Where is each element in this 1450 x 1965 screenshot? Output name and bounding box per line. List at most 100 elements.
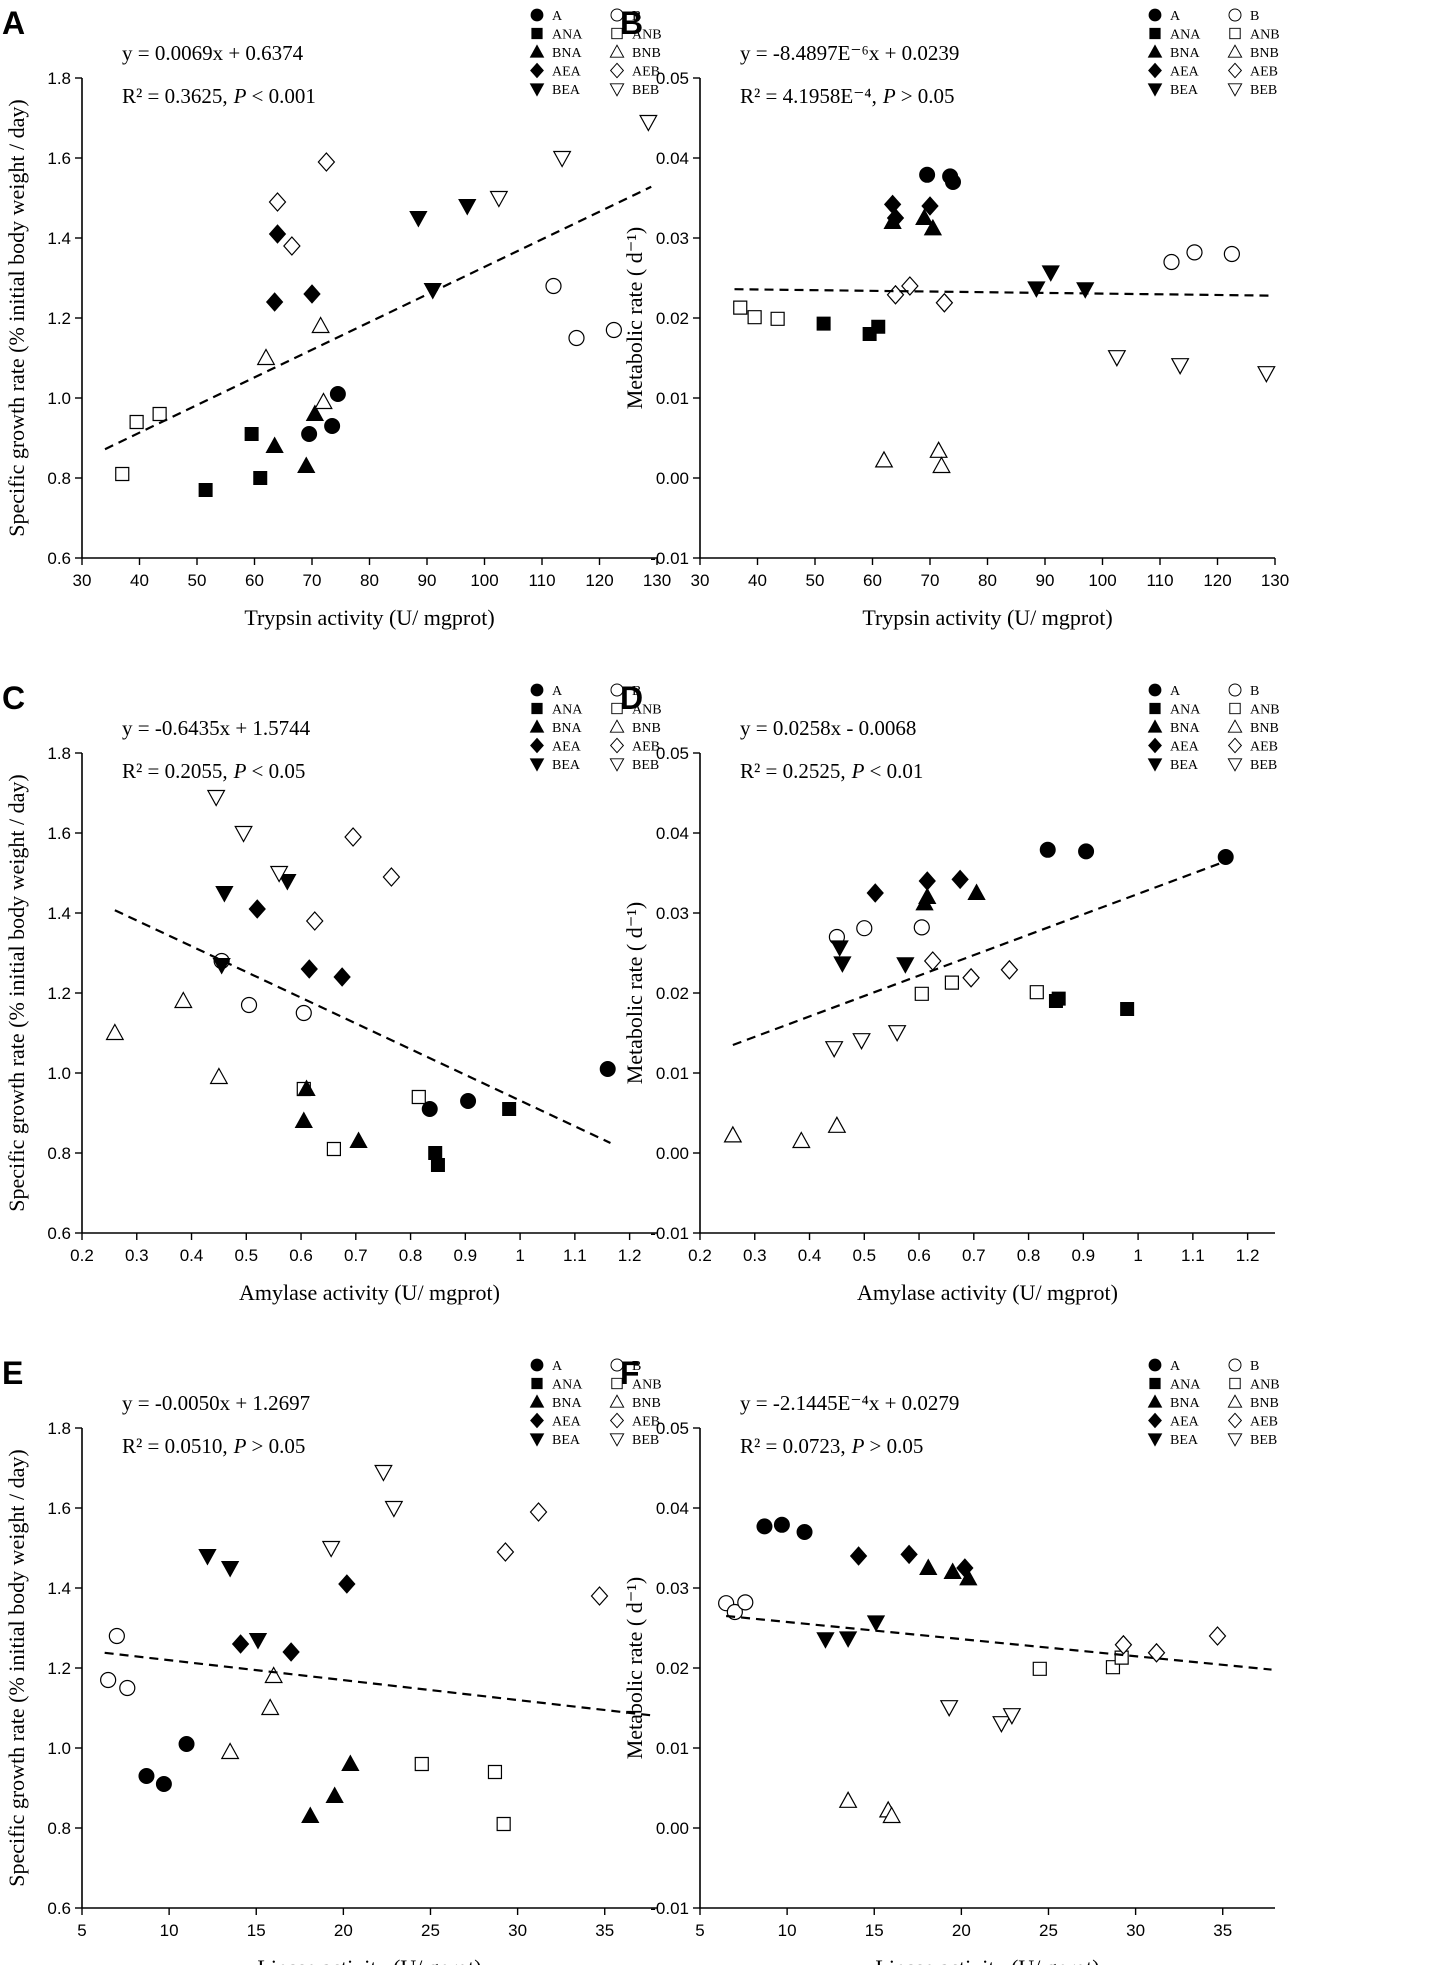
x-tick-label: 110: [1146, 571, 1173, 590]
data-point-bnb: [105, 1023, 125, 1041]
legend-label: A: [1170, 1359, 1181, 1374]
series-aeb: [886, 276, 954, 313]
p-label: P: [233, 84, 247, 108]
data-point-a: [301, 426, 318, 442]
legend-label: AEB: [1250, 740, 1278, 755]
regression-stats: R² = 0.2525, P < 0.01: [740, 759, 923, 783]
regression-line: [734, 288, 1270, 297]
data-point-b: [1186, 244, 1203, 261]
legend-marker-bea: [529, 1433, 545, 1447]
legend-marker-aeb: [609, 1412, 625, 1429]
data-point-beb: [1107, 350, 1127, 367]
data-point-aea: [951, 869, 969, 890]
data-point-b: [568, 329, 585, 347]
legend-label: AEB: [1250, 65, 1278, 80]
legend-marker-a: [1148, 1358, 1162, 1372]
data-point-a: [773, 1516, 790, 1533]
y-tick-label: -0.01: [650, 549, 689, 568]
data-point-aeb: [962, 967, 980, 988]
data-point-bna: [294, 1111, 313, 1128]
data-point-ana: [871, 319, 886, 334]
legend-marker-aea: [530, 62, 544, 79]
data-point-bna: [918, 887, 937, 904]
x-tick-label: 25: [421, 1921, 440, 1940]
x-tick-label: 70: [921, 571, 940, 590]
x-tick-label: 1.2: [1236, 1246, 1260, 1265]
x-tick-label: 0.7: [344, 1246, 368, 1265]
series-beb: [321, 1464, 404, 1558]
legend-marker-a: [530, 1358, 544, 1372]
regression-stats: R² = 0.0510, P > 0.05: [122, 1434, 305, 1458]
legend: A B ANA ANB BNA BNB AEA AEB BEA BEB: [529, 8, 662, 98]
data-point-beb: [939, 1700, 959, 1717]
regression-stats: R² = 4.1958E⁻⁴, P > 0.05: [740, 84, 955, 108]
x-tick-label: 1: [1133, 1246, 1142, 1265]
legend-label: ANA: [552, 28, 583, 43]
legend-marker-bea: [1147, 758, 1163, 772]
data-point-bea: [278, 874, 297, 891]
x-tick-label: 0.4: [180, 1246, 204, 1265]
data-point-anb: [944, 975, 960, 990]
regression-line: [104, 1651, 654, 1717]
data-point-bnb: [209, 1067, 229, 1085]
data-point-b: [737, 1594, 754, 1611]
x-tick-label: 60: [245, 571, 264, 590]
p-value: > 0.05: [869, 1434, 923, 1458]
data-point-a: [460, 1093, 477, 1109]
data-point-anb: [496, 1816, 511, 1832]
data-point-a: [1217, 849, 1234, 865]
y-tick-label: 1.0: [47, 1064, 71, 1083]
legend-marker-anb: [1229, 1377, 1241, 1390]
legend-label: BEB: [1250, 758, 1277, 773]
legend-label: BEB: [632, 1433, 659, 1448]
data-point-bna: [349, 1131, 368, 1148]
data-point-bea: [833, 956, 852, 973]
legend-marker-ana: [1149, 702, 1161, 715]
data-point-beb: [824, 1041, 844, 1058]
legend-marker-b: [1228, 1358, 1242, 1372]
y-tick-label: 0.02: [656, 984, 689, 1003]
x-tick-label: 90: [1036, 571, 1055, 590]
data-point-aea: [338, 1574, 356, 1594]
x-tick-label: 1.1: [563, 1246, 587, 1265]
x-axis-title: Trypsin activity (U/ mgprot): [244, 605, 494, 630]
legend-marker-bna: [1147, 719, 1163, 733]
data-point-b: [240, 996, 258, 1014]
data-point-bea: [1076, 282, 1095, 299]
panel-label: D: [620, 680, 643, 716]
panel-e: E 5 10 15 20 25 30 35 0.6 0.8 1.0 1.2 1.4 1.6 1.8 Lipas…: [2, 1355, 662, 1965]
series-bna: [301, 1754, 360, 1823]
data-point-bnb: [264, 1666, 283, 1684]
legend-label: B: [632, 684, 641, 699]
data-point-bea: [896, 957, 915, 974]
legend-marker-beb: [1227, 1433, 1243, 1447]
legend-marker-anb: [1229, 702, 1241, 715]
data-point-ana: [816, 316, 831, 331]
legend-label: ANA: [1170, 28, 1201, 43]
series-aea: [265, 224, 321, 312]
y-tick-label: 1.4: [47, 1579, 71, 1598]
legend-label: ANA: [1170, 703, 1201, 718]
data-point-aeb: [317, 152, 336, 172]
data-point-aea: [956, 1558, 974, 1578]
y-tick-label: 0.04: [656, 149, 689, 168]
data-point-bnb: [314, 392, 333, 410]
data-point-bnb: [173, 991, 193, 1009]
legend-label: AEA: [1170, 1415, 1200, 1430]
data-point-anb: [487, 1764, 503, 1780]
data-point-bna: [959, 1568, 978, 1586]
x-tick-label: 30: [691, 571, 710, 590]
data-point-a: [796, 1524, 813, 1540]
series-bnb: [105, 991, 229, 1085]
x-axis-title: Trypsin activity (U/ mgprot): [862, 605, 1112, 630]
data-point-beb: [992, 1716, 1011, 1733]
y-tick-label: 1.0: [47, 1739, 71, 1758]
x-tick-label: 35: [595, 1921, 614, 1940]
x-tick-label: 0.9: [454, 1246, 478, 1265]
series-beb: [939, 1700, 1022, 1733]
data-point-aeb: [268, 192, 287, 212]
data-point-aea: [300, 959, 318, 979]
legend-label: AEB: [632, 65, 660, 80]
legend-marker-bna: [529, 719, 545, 733]
data-point-anb: [411, 1089, 426, 1105]
